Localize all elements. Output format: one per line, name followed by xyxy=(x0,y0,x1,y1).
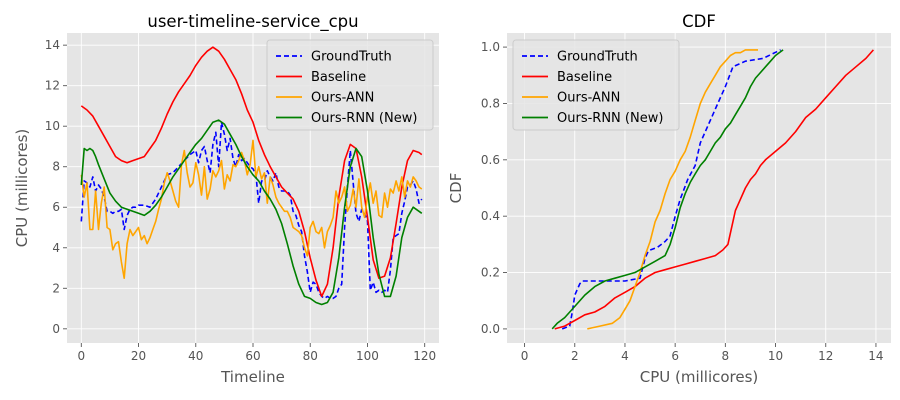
x-tick-label: 20 xyxy=(131,349,146,363)
x-tick-label: 10 xyxy=(768,349,783,363)
y-tick-label: 0.2 xyxy=(481,266,500,280)
y-tick-label: 10 xyxy=(45,119,60,133)
y-tick-label: 14 xyxy=(45,38,60,52)
x-tick-label: 14 xyxy=(868,349,883,363)
series-lines xyxy=(551,49,874,330)
x-tick-label: 2 xyxy=(571,349,579,363)
chart-panel-cdf: 0 2 4 6 8 10 12 14 0.0 0.2 0.4 0.6 0.8 1.0 CDF CPU (m… xyxy=(447,12,891,386)
y-tick-label: 0 xyxy=(52,322,60,336)
series-line-groundtruth xyxy=(561,49,781,330)
series-line-baseline xyxy=(80,46,423,298)
y-tick-label: 0.8 xyxy=(481,96,500,110)
y-tick-label: 8 xyxy=(52,160,60,174)
series-line-ours-rnn-new xyxy=(80,119,423,306)
y-tick-label: 6 xyxy=(52,200,60,214)
x-tick-label: 40 xyxy=(188,349,203,363)
x-tick-label: 4 xyxy=(621,349,629,363)
legend-entry-label: Baseline xyxy=(557,70,612,85)
x-axis-label: CPU (millicores) xyxy=(640,368,759,386)
x-tick-label: 0 xyxy=(77,349,85,363)
series-line-groundtruth xyxy=(80,121,423,300)
x-tick-label: 80 xyxy=(303,349,318,363)
x-tick-label: 100 xyxy=(356,349,379,363)
series-line-baseline xyxy=(554,49,874,330)
x-tick-label: 0 xyxy=(521,349,529,363)
x-tick-label: 12 xyxy=(818,349,833,363)
legend: GroundTruth Baseline Ours-ANN Ours-RNN (New… xyxy=(512,39,680,131)
legend-entry-label: Ours-ANN xyxy=(311,91,374,106)
tick-labels: 0 20 40 60 80 100 120 0 2 4 6 8 10 12 14 xyxy=(45,38,436,363)
tick-labels: 0 2 4 6 8 10 12 14 0.0 0.2 0.4 0.6 0.8 1.0 xyxy=(481,40,884,363)
x-tick-label: 120 xyxy=(413,349,436,363)
gridlines xyxy=(67,33,439,343)
series-lines xyxy=(80,46,423,306)
series-line-ours-ann xyxy=(587,49,758,330)
chart-panel-cpu-timeline: 0 20 40 60 80 100 120 0 2 4 6 8 10 12 14 user-timeline… xyxy=(13,12,439,386)
legend-entry-label: GroundTruth xyxy=(311,50,392,65)
legend-entry-label: Ours-RNN (New) xyxy=(557,111,663,126)
y-axis-label: CPU (millicores) xyxy=(13,129,31,248)
y-tick-label: 1.0 xyxy=(481,40,500,54)
y-tick-label: 0.0 xyxy=(481,322,500,336)
legend-entry-label: Ours-RNN (New) xyxy=(311,111,417,126)
x-tick-label: 60 xyxy=(245,349,260,363)
chart-title: user-timeline-service_cpu xyxy=(147,12,358,32)
legend: GroundTruth Baseline Ours-ANN Ours-RNN (New… xyxy=(266,39,434,131)
series-line-ours-rnn-new xyxy=(551,49,784,330)
x-tick-label: 8 xyxy=(722,349,730,363)
y-tick-label: 4 xyxy=(52,241,60,255)
y-axis-label: CDF xyxy=(447,173,465,204)
y-tick-label: 0.6 xyxy=(481,153,500,167)
legend-entry-label: Ours-ANN xyxy=(557,91,620,106)
chart-title: CDF xyxy=(682,12,716,31)
y-tick-label: 0.4 xyxy=(481,209,500,223)
y-tick-label: 2 xyxy=(52,281,60,295)
legend-box xyxy=(266,39,434,131)
y-tick-label: 12 xyxy=(45,79,60,93)
series-line-ours-ann xyxy=(80,139,423,280)
legend-entry-label: Baseline xyxy=(311,70,366,85)
legend-box xyxy=(512,39,680,131)
legend-entry-label: GroundTruth xyxy=(557,50,638,65)
x-tick-label: 6 xyxy=(671,349,679,363)
x-axis-label: Timeline xyxy=(220,368,285,386)
